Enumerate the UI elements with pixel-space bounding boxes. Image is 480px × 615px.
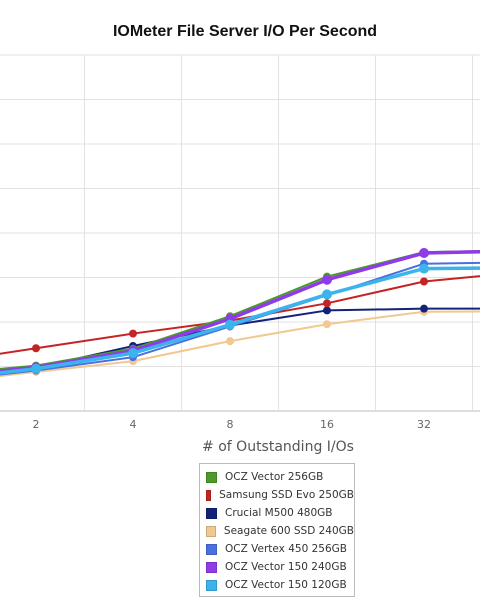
data-point xyxy=(128,348,138,359)
data-point xyxy=(323,320,331,329)
x-tick-label: 2 xyxy=(33,418,40,431)
legend-item: Samsung SSD Evo 250GB xyxy=(204,486,354,504)
data-point xyxy=(129,329,137,338)
series-7 xyxy=(0,263,480,375)
legend-item: Seagate 600 SSD 240GB xyxy=(204,522,354,540)
x-tick-label: 8 xyxy=(227,418,234,431)
legend-item: OCZ Vector 150 240GB xyxy=(204,558,354,576)
legend-item: OCZ Vector 256GB xyxy=(204,468,354,486)
legend-item: Crucial M500 480GB xyxy=(204,504,354,522)
legend-label: Crucial M500 480GB xyxy=(225,507,333,519)
data-point xyxy=(323,299,331,308)
x-tick-label: 16 xyxy=(320,418,334,431)
legend-swatch xyxy=(206,471,217,483)
legend: OCZ Vector 256GB Samsung SSD Evo 250GB Cru… xyxy=(199,463,355,597)
legend-label: OCZ Vertex 450 256GB xyxy=(225,543,347,555)
legend-swatch xyxy=(206,525,216,537)
data-point xyxy=(419,248,429,259)
data-point xyxy=(323,306,331,315)
data-point xyxy=(226,337,234,346)
grid xyxy=(0,54,480,412)
legend-item: OCZ Vector 150 120GB xyxy=(204,576,354,594)
data-point xyxy=(419,263,429,274)
legend-label: OCZ Vector 150 120GB xyxy=(225,579,347,591)
series-group xyxy=(0,248,480,377)
data-point xyxy=(420,304,428,313)
legend-label: Seagate 600 SSD 240GB xyxy=(223,525,354,537)
legend-label: OCZ Vector 256GB xyxy=(225,471,324,483)
data-point xyxy=(420,277,428,286)
legend-swatch xyxy=(206,579,217,591)
series-1 xyxy=(0,248,480,370)
legend-item: OCZ Vertex 450 256GB xyxy=(204,540,354,558)
series-line xyxy=(0,275,480,355)
legend-label: OCZ Vector 150 240GB xyxy=(225,561,347,573)
x-tick-labels: 2 4 8 16 32 xyxy=(33,418,432,431)
data-point xyxy=(322,289,332,300)
legend-swatch xyxy=(206,507,217,519)
x-tick-label: 4 xyxy=(130,418,137,431)
data-point xyxy=(32,344,40,353)
data-point xyxy=(322,274,332,285)
data-point xyxy=(225,319,235,330)
series-2 xyxy=(0,275,480,355)
x-tick-label: 32 xyxy=(417,418,431,431)
legend-swatch xyxy=(206,543,217,555)
x-axis-label: # of Outstanding I/Os xyxy=(202,439,354,455)
legend-swatch xyxy=(206,561,217,573)
data-point xyxy=(31,363,41,374)
legend-swatch xyxy=(206,489,212,501)
chart-title: IOMeter File Server I/O Per Second xyxy=(113,23,377,40)
legend-label: Samsung SSD Evo 250GB xyxy=(219,489,354,501)
